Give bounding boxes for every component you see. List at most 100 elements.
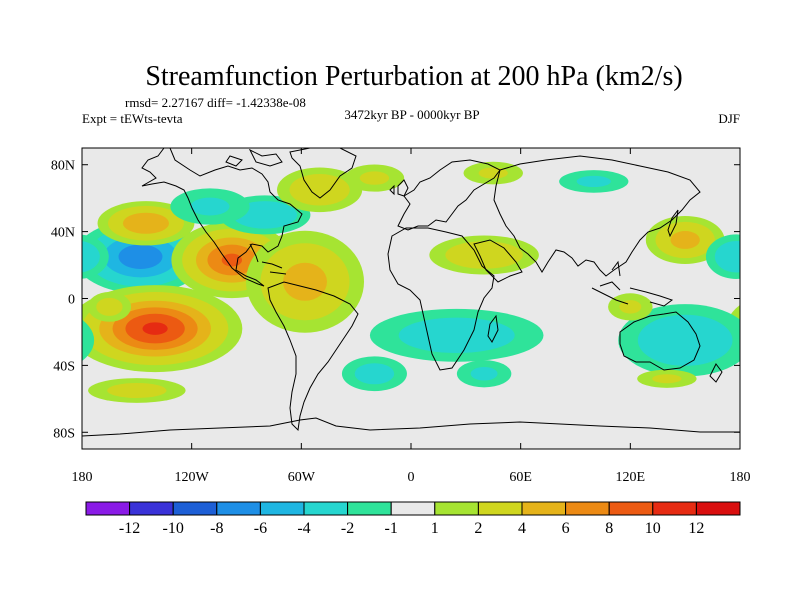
colorbar-label: 4 — [518, 520, 526, 537]
rmsd-diff-text: rmsd= 2.27167 diff= -1.42338e-08 — [125, 95, 306, 110]
colorbar-box — [390, 501, 436, 516]
coast-antarctica — [82, 417, 740, 437]
anomaly-11 — [369, 308, 544, 362]
season-label: DJF — [718, 111, 740, 126]
contour-field — [82, 161, 740, 403]
colorbar-box — [695, 501, 741, 516]
x-tick-label: 60W — [288, 470, 316, 485]
anomaly-8 — [344, 164, 405, 192]
contour-band — [619, 300, 642, 314]
anomaly-4 — [245, 230, 365, 333]
contour-band — [470, 367, 498, 381]
colorbar-box — [303, 501, 349, 516]
contour-band — [96, 297, 123, 316]
contour-band — [670, 231, 700, 249]
anomaly-10 — [463, 161, 523, 185]
colorbar-label: -8 — [210, 520, 223, 537]
coast-japan — [667, 209, 679, 238]
contour-band-wrap — [732, 239, 740, 274]
colorbar-box — [608, 501, 654, 516]
contour-band — [283, 262, 327, 301]
contour-band — [190, 197, 230, 216]
contour-band — [652, 374, 682, 384]
colorbar-label: 12 — [688, 520, 704, 537]
y-tick-label: 80S — [53, 426, 75, 441]
x-tick-label: 60E — [509, 470, 532, 485]
coast-europe — [397, 159, 501, 231]
anomaly-18 — [608, 293, 653, 321]
anomaly-17 — [82, 304, 740, 377]
colorbar-box — [216, 501, 261, 516]
colorbar-label: 6 — [562, 520, 570, 537]
coast-asia — [473, 155, 701, 283]
colorbar-box — [85, 501, 131, 516]
anomaly-20 — [637, 369, 697, 388]
anomaly-7 — [277, 167, 363, 213]
colorbar-label: -10 — [163, 520, 184, 537]
colorbar-label: 2 — [474, 520, 482, 537]
colorbar-box — [434, 501, 479, 516]
contour-band — [398, 317, 515, 353]
contour-band-wrap — [82, 319, 95, 362]
x-tick-label: 120W — [175, 470, 210, 485]
period-label: 3472kyr BP - 0000kyr BP — [344, 107, 479, 122]
contour-band — [359, 171, 390, 185]
contour-band — [637, 314, 733, 366]
colorbar-box — [521, 501, 567, 516]
coast-madagascar — [487, 314, 499, 343]
colorbar-box — [172, 501, 218, 516]
anomaly-15 — [645, 215, 725, 264]
colorbar-box — [477, 501, 523, 516]
colorbar-label: -12 — [119, 520, 140, 537]
contour-band — [714, 240, 740, 273]
coast-arctic-islands — [225, 148, 283, 167]
colorbar-box — [565, 501, 610, 516]
coast-greenland — [289, 148, 357, 199]
plot-area — [81, 147, 741, 450]
chart-title: Streamfunction Perturbation at 200 hPa (… — [145, 61, 682, 92]
axes: 180 120W 60W 0 60E 120E 180 80N 40N 0 40S 80S — [51, 148, 751, 485]
experiment-label: Expt = tEWts-tevta — [82, 111, 183, 126]
contour-band-wrap — [82, 241, 100, 273]
coast-africa — [387, 227, 495, 371]
anomaly-14 — [456, 360, 512, 388]
contour-band — [289, 174, 350, 206]
colorbar-label: -6 — [254, 520, 267, 537]
anomaly-21 — [87, 291, 132, 322]
coastlines — [82, 148, 740, 437]
colorbar-label: -4 — [297, 520, 310, 537]
coast-caribbean — [249, 243, 287, 275]
contour-band — [221, 253, 243, 267]
colorbar-label: 1 — [431, 520, 439, 537]
y-tick-label: 0 — [68, 293, 75, 308]
contour-band — [107, 382, 167, 399]
colorbar-box — [652, 501, 697, 516]
anomaly-6 — [170, 188, 250, 225]
coast-north-america — [141, 148, 303, 287]
colorbar-label: 8 — [605, 520, 613, 537]
anomaly-1 — [97, 201, 195, 246]
colorbar-label: 10 — [645, 520, 661, 537]
contour-band — [118, 244, 163, 269]
coast-new-zealand — [709, 363, 723, 383]
coast-australia — [619, 311, 701, 371]
anomaly-16 — [82, 234, 740, 279]
contour-band-wrap — [739, 326, 740, 331]
colorbar-box — [347, 501, 392, 516]
x-tick-label: 0 — [408, 470, 415, 485]
x-tick-label: 180 — [730, 470, 751, 485]
coast-south-america — [267, 281, 359, 432]
colorbar-label: -2 — [341, 520, 354, 537]
y-tick-label: 40S — [53, 359, 75, 374]
x-tick-label: 180 — [72, 470, 93, 485]
contour-band — [354, 363, 395, 385]
colorbar-label: -1 — [385, 520, 398, 537]
anomaly-12 — [88, 378, 186, 403]
coast-uk — [389, 179, 409, 197]
x-tick-label: 120E — [616, 470, 646, 485]
anomaly-19 — [559, 170, 629, 193]
coast-maritime-asia — [591, 260, 674, 307]
colorbar: -12 -10 -8 -6 -4 -2 -1 1 2 4 6 8 10 12 — [85, 501, 741, 537]
y-tick-label: 80N — [51, 159, 75, 174]
